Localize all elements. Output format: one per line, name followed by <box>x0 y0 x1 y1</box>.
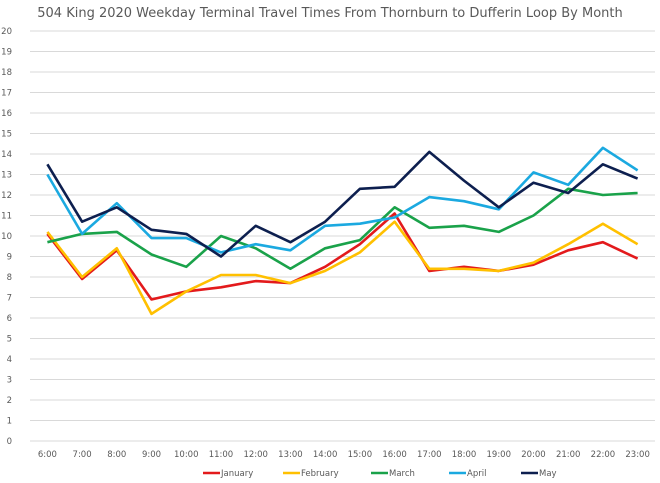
y-tick-label: 20 <box>1 27 12 37</box>
y-tick-label: 17 <box>1 89 12 99</box>
y-tick-label: 14 <box>1 150 12 160</box>
x-tick-label: 20:00 <box>521 450 546 460</box>
y-tick-label: 12 <box>1 191 12 201</box>
y-tick-label: 1 <box>7 417 12 427</box>
x-tick-label: 8:00 <box>107 450 126 460</box>
legend-label: January <box>220 469 253 479</box>
y-tick-label: 4 <box>7 355 12 365</box>
x-tick-label: 23:00 <box>625 450 650 460</box>
y-tick-label: 10 <box>1 232 12 242</box>
series-line-february <box>46 220 639 316</box>
chart-title: 504 King 2020 Weekday Terminal Travel Ti… <box>37 6 622 21</box>
x-tick-label: 19:00 <box>487 450 512 460</box>
x-tick-label: 21:00 <box>556 450 581 460</box>
legend-label: May <box>539 469 557 479</box>
legend-label: March <box>389 469 415 479</box>
gridlines <box>30 30 655 442</box>
y-tick-label: 8 <box>7 273 12 283</box>
legend-label: February <box>301 469 339 479</box>
series-lines <box>46 146 639 316</box>
y-tick-label: 13 <box>1 171 12 181</box>
x-tick-label: 9:00 <box>142 450 161 460</box>
legend: January February March April May <box>203 469 557 479</box>
legend-item-may: May <box>521 469 557 479</box>
series-line-march <box>47 187 638 271</box>
x-tick-label: 11:00 <box>209 450 234 460</box>
x-tick-label: 14:00 <box>313 450 338 460</box>
x-tick-label: 16:00 <box>382 450 407 460</box>
x-tick-label: 6:00 <box>38 450 57 460</box>
x-tick-label: 15:00 <box>348 450 373 460</box>
series-line-january <box>46 212 639 301</box>
y-tick-label: 16 <box>1 109 12 119</box>
legend-item-february: February <box>283 469 339 479</box>
y-tick-label: 3 <box>7 376 12 386</box>
y-tick-label: 18 <box>1 68 12 78</box>
x-tick-label: 7:00 <box>73 450 92 460</box>
legend-item-april: April <box>449 469 486 479</box>
series-line-may <box>46 150 639 258</box>
x-tick-label: 17:00 <box>417 450 442 460</box>
y-tick-label: 6 <box>7 314 12 324</box>
y-tick-label: 7 <box>7 294 12 304</box>
y-tick-label: 9 <box>7 253 12 263</box>
y-tick-label: 19 <box>1 48 12 58</box>
x-tick-label: 10:00 <box>174 450 199 460</box>
y-tick-label: 5 <box>7 335 12 345</box>
y-tick-label: 0 <box>7 437 12 447</box>
y-tick-label: 2 <box>7 396 12 406</box>
legend-item-march: March <box>371 469 415 479</box>
x-tick-label: 22:00 <box>591 450 616 460</box>
y-tick-label: 15 <box>1 130 12 140</box>
y-tick-label: 11 <box>1 212 12 222</box>
series-line-april <box>46 146 639 254</box>
x-axis-ticks: 6:00 7:00 8:00 9:00 10:00 11:00 12:00 13:00 14:0… <box>38 450 650 460</box>
x-tick-label: 13:00 <box>278 450 303 460</box>
x-tick-label: 12:00 <box>243 450 268 460</box>
x-tick-label: 18:00 <box>452 450 477 460</box>
legend-item-january: January <box>203 469 253 479</box>
legend-label: April <box>467 469 486 479</box>
